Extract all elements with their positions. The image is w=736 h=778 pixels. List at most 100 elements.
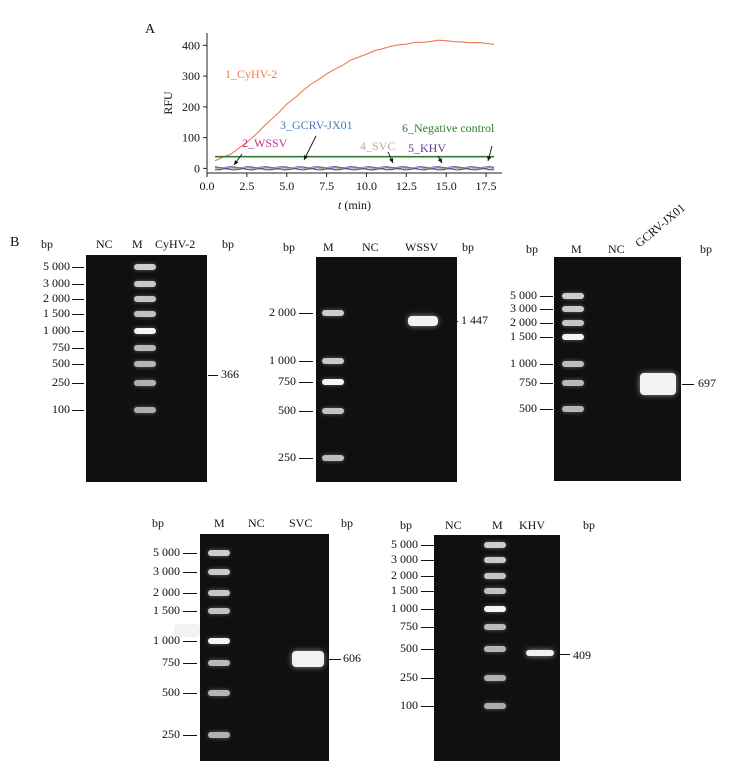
marker-band <box>484 646 506 652</box>
gel-image <box>200 534 329 761</box>
marker-size-tick <box>421 706 434 707</box>
product-band <box>526 650 554 656</box>
series-line-1 <box>214 39 495 162</box>
marker-size-label: 1 000 <box>391 601 418 615</box>
marker-size-label: 500 <box>162 685 180 699</box>
series-label-5: 5_KHV <box>408 141 446 155</box>
marker-band <box>134 296 156 302</box>
product-band <box>640 373 676 395</box>
marker-band <box>208 569 230 575</box>
gel-image <box>86 255 207 637</box>
x-tick-label: 5.0 <box>279 179 294 193</box>
marker-size-label: 750 <box>52 340 70 354</box>
marker-size-label: 500 <box>400 641 418 655</box>
product-pointer <box>558 654 570 655</box>
rfu-amplification-chart: 0 100 200 300 400 0.0 2.5 5.0 7.5 10.0 12.5 15.0 17.… <box>161 33 502 212</box>
y-tick-label: 300 <box>182 69 200 83</box>
marker-size-label: 500 <box>52 356 70 370</box>
x-tick-label: 17.5 <box>476 179 497 193</box>
marker-band <box>562 380 584 386</box>
marker-size-label: 5 000 <box>153 545 180 559</box>
marker-size-tick <box>183 593 197 594</box>
marker-size-tick <box>299 411 313 412</box>
marker-size-tick <box>72 299 84 300</box>
marker-size-tick <box>72 314 84 315</box>
marker-size-label: 1 500 <box>153 603 180 617</box>
marker-size-label: 3 000 <box>510 301 537 315</box>
series-arrowhead-3 <box>304 155 308 160</box>
marker-size-tick <box>183 641 197 642</box>
marker-size-tick <box>540 409 553 410</box>
marker-size-label: 1 000 <box>153 633 180 647</box>
marker-size-tick <box>299 382 313 383</box>
marker-size-label: 750 <box>519 375 537 389</box>
marker-size-label: 1 000 <box>43 323 70 337</box>
lane-label-nc: NC <box>362 240 379 254</box>
lane-label-nc: NC <box>445 518 462 532</box>
marker-size-tick <box>540 296 553 297</box>
gel-image <box>434 535 560 761</box>
marker-size-tick <box>72 284 84 285</box>
marker-band <box>562 334 584 340</box>
lane-label-marker: M <box>323 240 334 254</box>
marker-band <box>134 407 156 413</box>
marker-band <box>208 550 230 556</box>
marker-size-label: 250 <box>162 727 180 741</box>
gel-image <box>316 257 457 482</box>
series-label-1: 1_CyHV-2 <box>225 67 277 81</box>
marker-size-tick <box>183 553 197 554</box>
marker-band <box>208 638 230 644</box>
marker-size-label: 2 000 <box>510 315 537 329</box>
marker-band <box>134 328 156 334</box>
x-axis-unit: (min) <box>341 198 371 212</box>
marker-size-tick <box>299 458 313 459</box>
marker-size-label: 5 000 <box>43 259 70 273</box>
marker-size-label: 500 <box>278 403 296 417</box>
marker-size-label: 500 <box>519 401 537 415</box>
marker-size-tick <box>72 348 84 349</box>
marker-band <box>562 306 584 312</box>
marker-size-label: 5 000 <box>510 288 537 302</box>
marker-band <box>484 624 506 630</box>
marker-band <box>208 690 230 696</box>
marker-band <box>208 660 230 666</box>
bp-label-left: bp <box>41 237 53 251</box>
marker-size-tick <box>540 337 553 338</box>
marker-band <box>134 345 156 351</box>
marker-size-tick <box>299 313 313 314</box>
product-size-label: 697 <box>698 376 716 390</box>
marker-size-label: 100 <box>52 402 70 416</box>
marker-size-tick <box>72 364 84 365</box>
marker-band <box>484 675 506 681</box>
lane-label-nc: NC <box>96 237 113 251</box>
marker-size-label: 5 000 <box>391 537 418 551</box>
panel-a-letter: A <box>145 22 156 37</box>
marker-size-tick <box>421 627 434 628</box>
bp-label-right: bp <box>462 240 474 254</box>
marker-size-label: 250 <box>400 670 418 684</box>
marker-band <box>134 380 156 386</box>
marker-band <box>562 320 584 326</box>
product-size-label: 366 <box>221 367 239 381</box>
lane-label-marker: M <box>492 518 503 532</box>
series-label-2: 2_WSSV <box>242 136 288 150</box>
marker-band <box>322 310 344 316</box>
marker-band <box>484 606 506 612</box>
gel-image <box>554 257 681 481</box>
marker-band <box>322 379 344 385</box>
series-label-6: 6_Negative control <box>402 121 495 135</box>
marker-size-label: 2 000 <box>269 305 296 319</box>
lane-label-marker: M <box>571 242 582 256</box>
x-tick-label: 2.5 <box>239 179 254 193</box>
bp-label-left: bp <box>526 242 538 256</box>
marker-size-tick <box>72 410 84 411</box>
marker-size-tick <box>183 693 197 694</box>
marker-size-tick <box>183 735 197 736</box>
marker-size-label: 750 <box>400 619 418 633</box>
y-tick-label: 400 <box>182 38 200 52</box>
marker-size-label: 250 <box>52 375 70 389</box>
marker-size-tick <box>421 649 434 650</box>
y-tick-label: 100 <box>182 131 200 145</box>
marker-size-label: 2 000 <box>153 585 180 599</box>
bp-label-left: bp <box>400 518 412 532</box>
